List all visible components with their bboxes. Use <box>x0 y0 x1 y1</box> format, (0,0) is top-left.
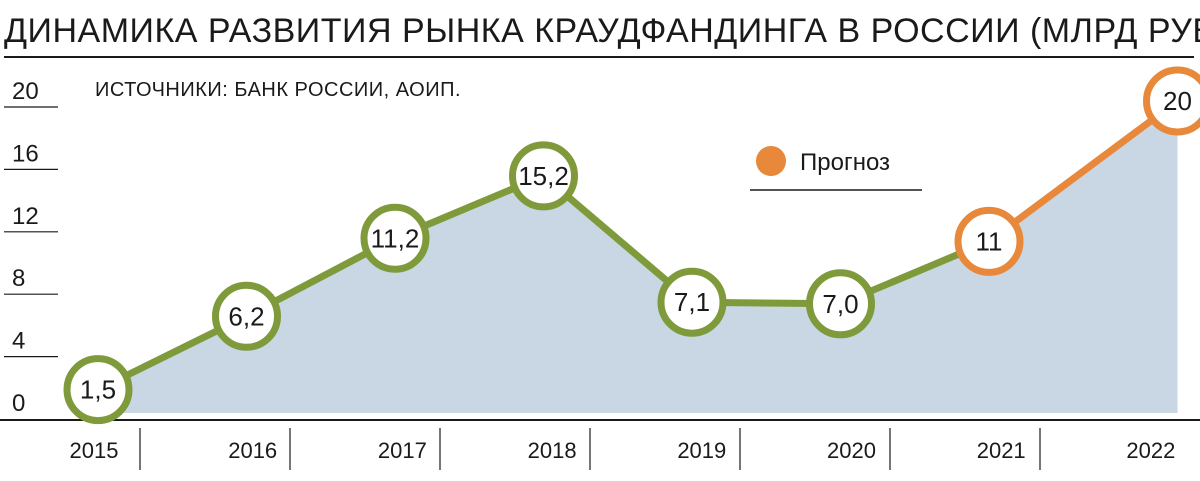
data-point <box>212 281 281 351</box>
data-point <box>1143 66 1200 136</box>
data-label: 7,1 <box>674 287 710 317</box>
data-label: 1,5 <box>80 375 116 405</box>
data-label: 7,0 <box>822 289 858 319</box>
data-label: 15,2 <box>518 161 569 191</box>
x-tick-label: 2020 <box>827 438 876 463</box>
data-point <box>806 269 875 339</box>
data-point <box>657 267 727 337</box>
y-tick-label: 0 <box>12 390 25 417</box>
source-note: ИСТОЧНИКИ: БАНК РОССИИ, АОИП. <box>95 79 461 101</box>
data-label: 6,2 <box>228 301 264 331</box>
data-point <box>954 206 1024 276</box>
x-tick-label: 2017 <box>378 438 427 463</box>
y-tick-label: 20 <box>12 78 39 105</box>
point-layer: 1,5 6,2 11,2 15,2 7,1 7,0 11 20 <box>63 66 1200 425</box>
series-segment <box>985 97 1181 245</box>
x-tick-label: 2019 <box>677 438 726 463</box>
legend-forecast-marker <box>756 146 786 176</box>
data-label: 11,2 <box>371 223 420 253</box>
x-axis: 2015 2016 2017 2018 2019 2020 2021 2022 <box>0 419 1200 470</box>
data-point <box>360 203 430 273</box>
y-axis: 0 4 8 12 16 20 <box>4 78 58 417</box>
data-label: 20 <box>1163 86 1192 116</box>
y-tick-label: 8 <box>12 265 25 292</box>
y-tick-label: 4 <box>12 328 25 355</box>
data-label: 11 <box>976 226 1003 256</box>
x-tick-label: 2018 <box>528 438 577 463</box>
legend-forecast-label: Прогноз <box>800 149 890 176</box>
y-tick-label: 16 <box>12 140 39 167</box>
legend: Прогноз <box>750 146 922 191</box>
y-tick-label: 12 <box>12 203 39 230</box>
x-tick-label: 2022 <box>1126 438 1175 463</box>
x-tick-label: 2021 <box>977 438 1026 463</box>
chart-title: ДИНАМИКА РАЗВИТИЯ РЫНКА КРАУДФАНДИНГА В … <box>4 6 1200 58</box>
x-tick-label: 2016 <box>228 438 277 463</box>
data-point <box>509 141 578 211</box>
data-point <box>63 355 133 425</box>
x-tick-label: 2015 <box>70 438 119 463</box>
